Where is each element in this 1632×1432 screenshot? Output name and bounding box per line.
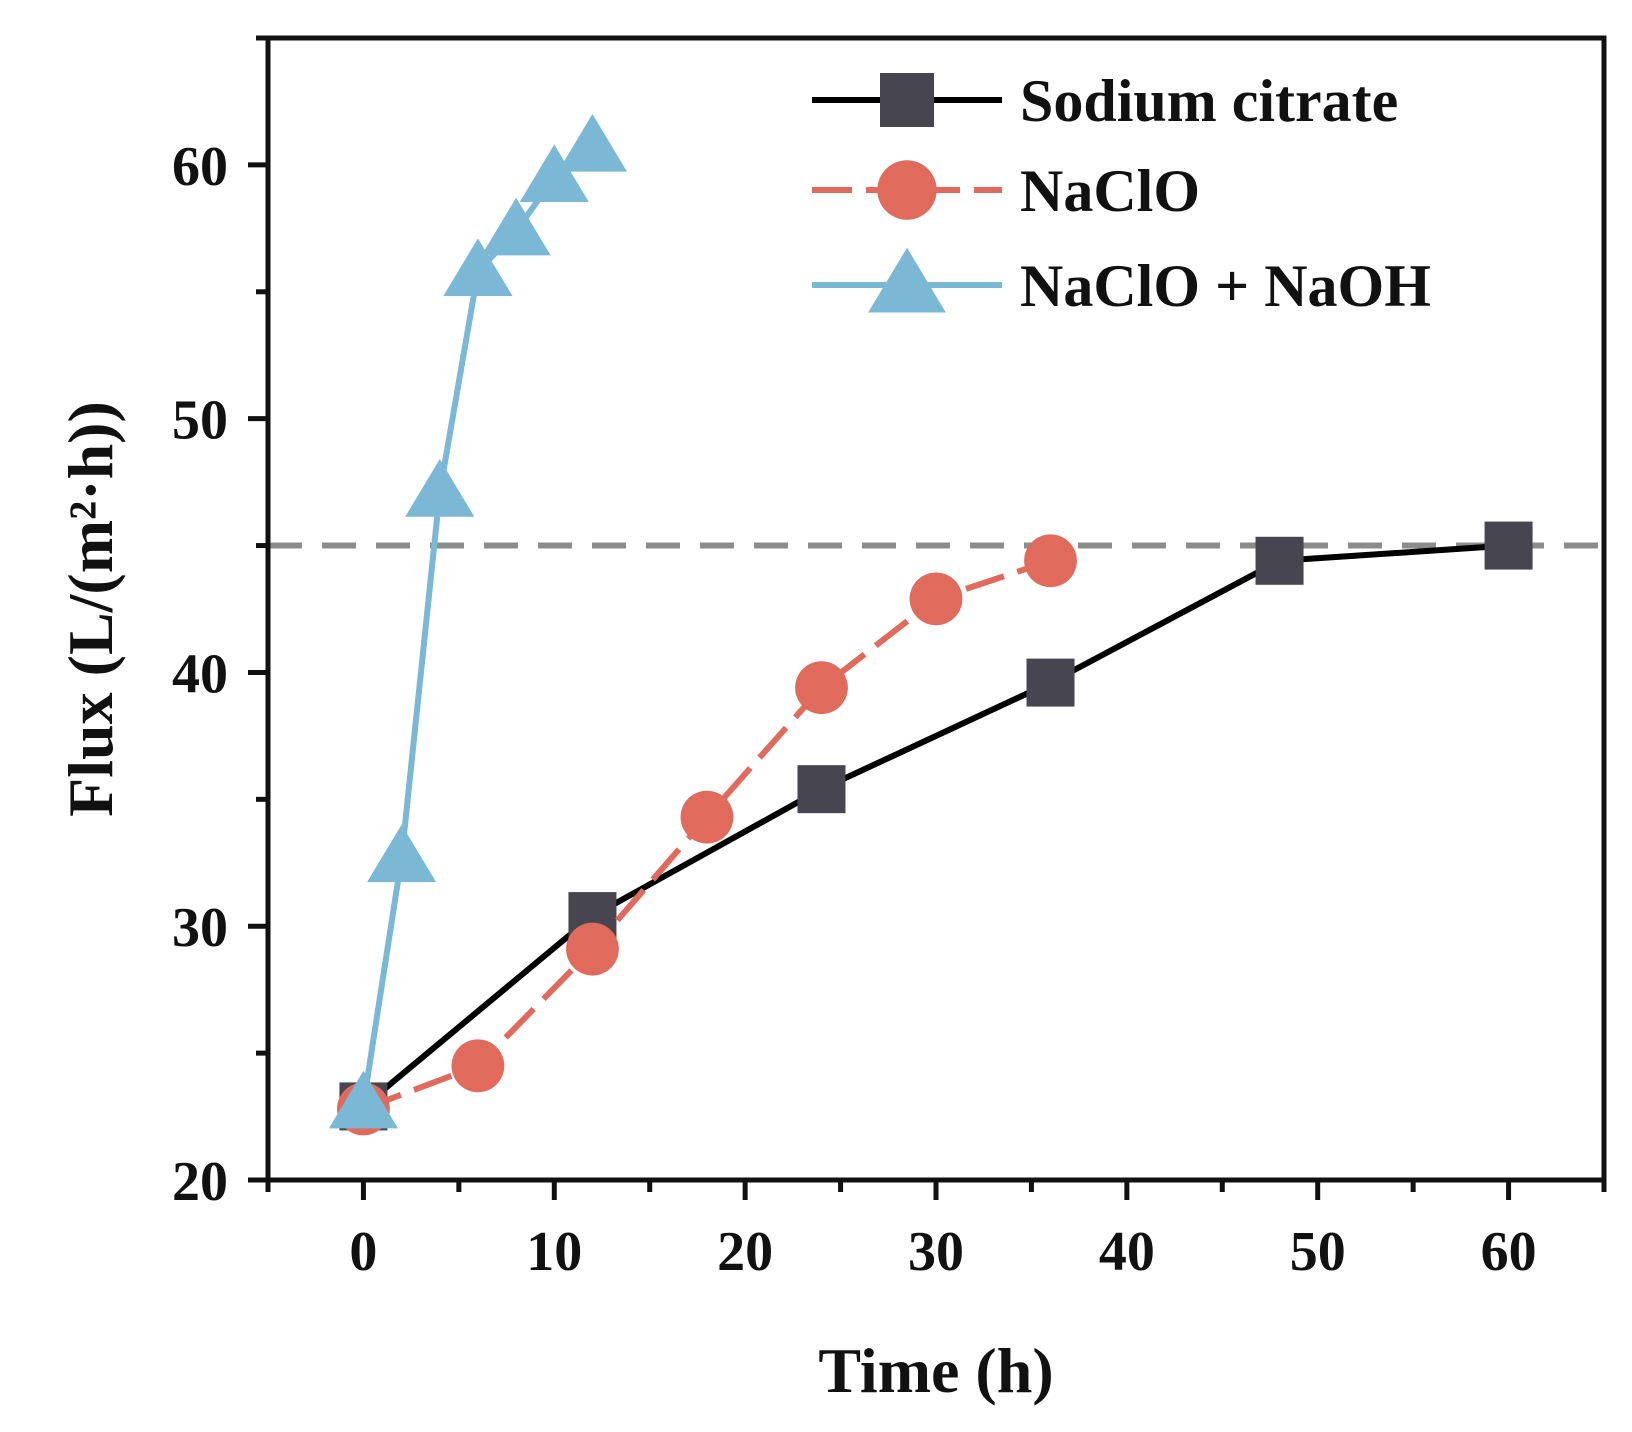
legend-entry-naclo: NaClO (812, 158, 1200, 224)
data-point-naclo (795, 661, 848, 715)
data-point-naclo-naoh (405, 459, 475, 517)
data-point-naclo (1024, 534, 1077, 588)
legend: Sodium citrate NaClO NaClO + NaOH (812, 68, 1431, 319)
data-point-naclo-naoh (519, 144, 589, 203)
x-axis-title: Time (h) (818, 1335, 1053, 1406)
y-tick-label: 50 (172, 390, 228, 452)
legend-marker-square (880, 73, 934, 127)
x-axis-ticks: 0 10 20 30 40 50 60 (265, 1180, 1607, 1283)
y-tick-label: 20 (172, 1151, 228, 1213)
data-point-naclo-naoh (328, 1070, 398, 1129)
data-point-naclo-naoh (481, 197, 551, 256)
data-point-sodium-citrate (797, 765, 846, 814)
data-point-naclo-naoh (443, 238, 513, 296)
series-naclo-naoh (328, 114, 628, 1129)
x-tick-label: 0 (349, 1221, 377, 1283)
data-point-naclo-naoh (367, 824, 437, 883)
legend-marker-circle (877, 160, 937, 220)
series-layer (328, 114, 1533, 1136)
legend-marker-triangle (868, 247, 946, 313)
y-tick-label: 40 (172, 643, 228, 705)
data-point-naclo (680, 790, 734, 844)
data-point-naclo (566, 922, 619, 976)
data-point-sodium-citrate (1026, 658, 1075, 707)
x-tick-label: 30 (908, 1221, 964, 1283)
legend-entry-naclo-naoh: NaClO + NaOH (812, 247, 1431, 319)
x-tick-label: 40 (1099, 1221, 1155, 1283)
y-tick-label: 60 (172, 136, 228, 198)
y-axis-ticks: 20 30 40 50 60 (172, 35, 268, 1213)
y-tick-label: 30 (172, 897, 228, 959)
y-axis-title: Flux (L/(m²·h)) (55, 401, 126, 817)
series-sodium-citrate (339, 521, 1533, 1131)
legend-entry-sodium-citrate: Sodium citrate (812, 68, 1398, 134)
legend-label: NaClO + NaOH (1020, 253, 1431, 319)
data-point-naclo-naoh (557, 114, 628, 172)
x-tick-label: 10 (526, 1221, 582, 1283)
data-point-sodium-citrate (1255, 536, 1304, 585)
data-point-sodium-citrate (1484, 521, 1533, 570)
series-line-sodium-citrate (361, 542, 1509, 1109)
x-tick-label: 50 (1290, 1221, 1346, 1283)
x-tick-label: 60 (1481, 1221, 1537, 1283)
x-tick-label: 20 (717, 1221, 773, 1283)
legend-label: Sodium citrate (1020, 68, 1398, 134)
data-point-naclo (909, 572, 963, 626)
legend-label: NaClO (1020, 158, 1200, 224)
data-point-naclo (451, 1039, 505, 1093)
